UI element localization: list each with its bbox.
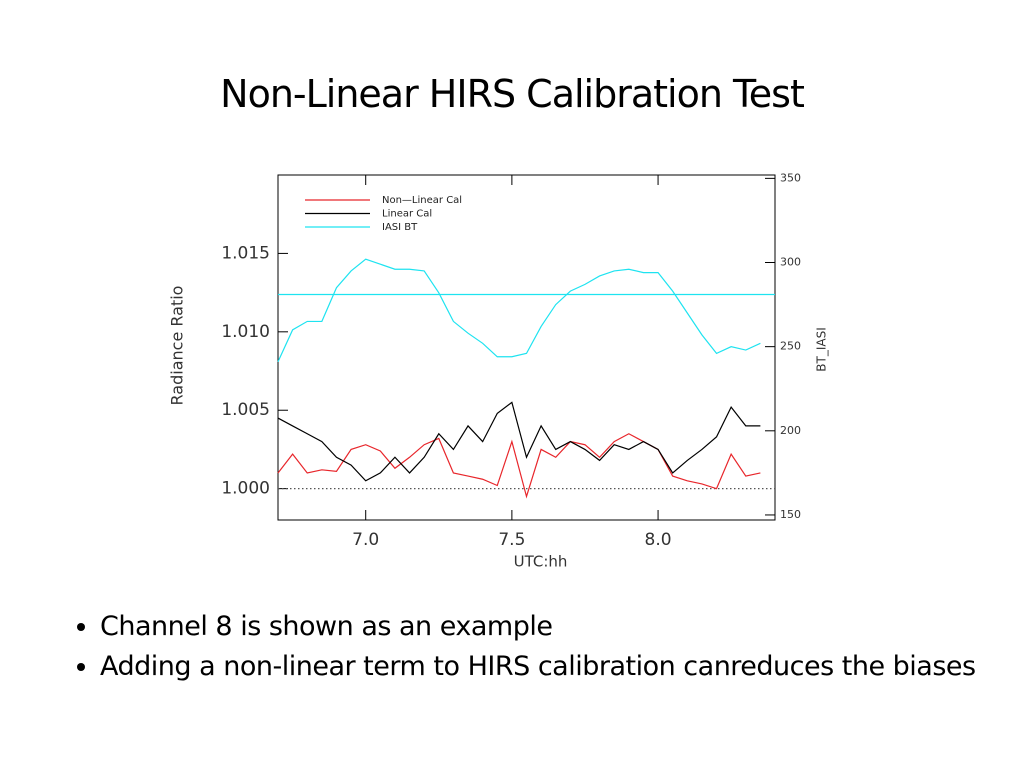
y2-axis-label: BT_IASI: [815, 327, 829, 371]
bullet: Adding a non-linear term to HIRS calibra…: [100, 648, 1000, 686]
chart: 7.0 7.5 8.0 1.000 1.005 1.010 1.015 150 200 250 30…: [168, 171, 829, 571]
y-tick-label: 1.010: [221, 322, 270, 342]
y2-tick-label: 150: [780, 508, 801, 521]
bullet: Channel 8 is shown as an example: [100, 608, 1000, 646]
y2-tick-label: 250: [780, 340, 801, 353]
x-tick-label: 8.0: [645, 530, 672, 550]
x-tick-label: 7.0: [352, 530, 379, 550]
x-axis-label: UTC:hh: [514, 553, 568, 571]
bullet-list: Channel 8 is shown as an example Adding …: [58, 608, 1000, 688]
slide-title: Non-Linear HIRS Calibration Test: [220, 72, 805, 116]
plot-frame: [277, 174, 776, 521]
y-axis-label: Radiance Ratio: [168, 286, 187, 406]
x-tick-label: 7.5: [498, 530, 525, 550]
series-line: [277, 433, 761, 499]
y-tick-label: 1.000: [221, 479, 270, 499]
legend-label: Non—Linear Cal: [382, 195, 462, 206]
legend-label: IASI BT: [382, 222, 418, 233]
y2-tick-label: 350: [780, 171, 801, 184]
y2-tick-label: 300: [780, 256, 801, 269]
legend-label: Linear Cal: [382, 209, 432, 220]
series-line: [277, 258, 761, 363]
y2-tick-label: 200: [780, 424, 801, 437]
y-tick-label: 1.005: [221, 400, 270, 420]
series-line: [277, 401, 761, 482]
y-tick-label: 1.015: [221, 243, 270, 263]
